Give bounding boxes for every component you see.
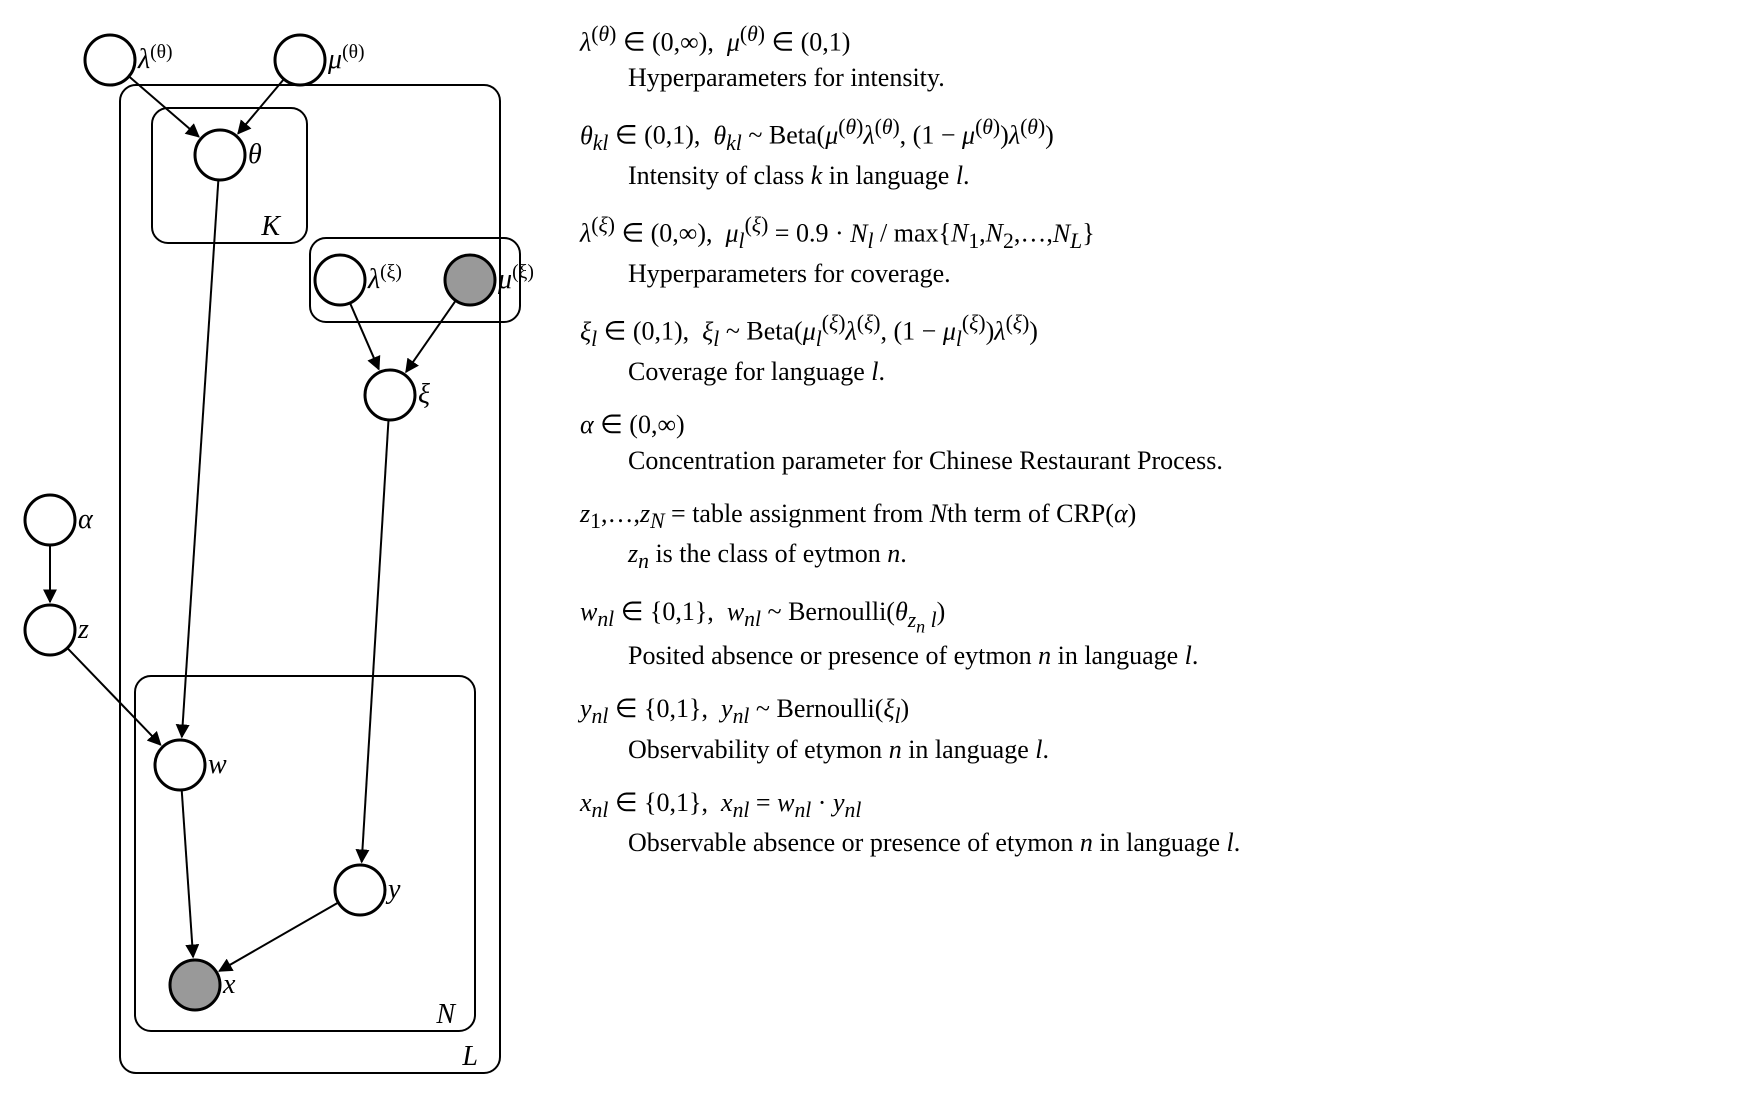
legend-headline: λ(ξ) ∈ (0,∞), μl(ξ) = 0.9 · Nl / max{N1,… <box>580 211 1741 256</box>
node-label: λ(θ) <box>137 42 173 76</box>
edge <box>406 301 456 372</box>
legend-entry: ynl ∈ {0,1}, ynl ~ Bernoulli(ξl)Observab… <box>580 691 1741 767</box>
node-xi <box>365 370 415 420</box>
plate-diagram: K LNλ(θ) μ(θ) θ λ(ξ) μ(ξ) ξ α z w y x <box>20 20 570 1080</box>
plate-label: N <box>435 999 456 1030</box>
legend-headline: z1,…,zN = table assignment from Nth term… <box>580 496 1741 536</box>
legend-description: zn is the class of eytmon n. <box>580 536 1741 576</box>
legend-description: Hyperparameters for coverage. <box>580 256 1741 291</box>
legend: λ(θ) ∈ (0,∞), μ(θ) ∈ (0,1)Hyperparameter… <box>570 20 1741 879</box>
node-mu_xi <box>445 255 495 305</box>
plate-label: K <box>260 211 281 242</box>
legend-headline: xnl ∈ {0,1}, xnl = wnl · ynl <box>580 785 1741 825</box>
node-label: ξ <box>418 379 430 410</box>
legend-entry: z1,…,zN = table assignment from Nth term… <box>580 496 1741 577</box>
node-lambda_theta <box>85 35 135 85</box>
node-label: λ(ξ) <box>367 262 402 296</box>
node-label: y <box>385 874 401 905</box>
edge <box>219 902 338 971</box>
node-label: x <box>222 969 236 1000</box>
legend-description: Observability of etymon n in language l. <box>580 732 1741 767</box>
legend-description: Intensity of class k in language l. <box>580 158 1741 193</box>
node-lambda_xi <box>315 255 365 305</box>
legend-headline: wnl ∈ {0,1}, wnl ~ Bernoulli(θzn l) <box>580 594 1741 638</box>
legend-headline: θkl ∈ (0,1), θkl ~ Beta(μ(θ)λ(θ), (1 − μ… <box>580 113 1741 158</box>
plate-label: L <box>461 1041 478 1072</box>
legend-entry: wnl ∈ {0,1}, wnl ~ Bernoulli(θzn l)Posit… <box>580 594 1741 673</box>
legend-description: Observable absence or presence of etymon… <box>580 825 1741 860</box>
legend-headline: α ∈ (0,∞) <box>580 407 1741 442</box>
node-z <box>25 605 75 655</box>
node-w <box>155 740 205 790</box>
node-y <box>335 865 385 915</box>
node-label: θ <box>248 139 262 170</box>
node-label: μ(θ) <box>327 42 365 76</box>
edge <box>182 180 219 737</box>
legend-headline: ynl ∈ {0,1}, ynl ~ Bernoulli(ξl) <box>580 691 1741 731</box>
legend-entry: λ(θ) ∈ (0,∞), μ(θ) ∈ (0,1)Hyperparameter… <box>580 20 1741 95</box>
node-label: α <box>78 504 94 535</box>
legend-description: Posited absence or presence of eytmon n … <box>580 638 1741 673</box>
legend-description: Coverage for language l. <box>580 354 1741 389</box>
legend-entry: θkl ∈ (0,1), θkl ~ Beta(μ(θ)λ(θ), (1 − μ… <box>580 113 1741 193</box>
edge <box>350 303 379 369</box>
legend-description: Concentration parameter for Chinese Rest… <box>580 443 1741 478</box>
node-alpha <box>25 495 75 545</box>
node-label: μ(ξ) <box>497 262 534 296</box>
legend-entry: α ∈ (0,∞)Concentration parameter for Chi… <box>580 407 1741 477</box>
legend-description: Hyperparameters for intensity. <box>580 60 1741 95</box>
node-mu_theta <box>275 35 325 85</box>
legend-headline: λ(θ) ∈ (0,∞), μ(θ) ∈ (0,1) <box>580 20 1741 60</box>
edge <box>362 420 389 862</box>
node-x <box>170 960 220 1010</box>
legend-headline: ξl ∈ (0,1), ξl ~ Beta(μl(ξ)λ(ξ), (1 − μl… <box>580 309 1741 354</box>
node-theta <box>195 130 245 180</box>
node-label: z <box>77 614 89 645</box>
plate-plate_L <box>120 85 500 1073</box>
edge <box>67 648 160 745</box>
edge <box>182 790 193 957</box>
legend-entry: λ(ξ) ∈ (0,∞), μl(ξ) = 0.9 · Nl / max{N1,… <box>580 211 1741 291</box>
edge <box>238 79 284 133</box>
legend-entry: xnl ∈ {0,1}, xnl = wnl · ynlObservable a… <box>580 785 1741 861</box>
node-label: w <box>208 749 227 780</box>
legend-entry: ξl ∈ (0,1), ξl ~ Beta(μl(ξ)λ(ξ), (1 − μl… <box>580 309 1741 389</box>
